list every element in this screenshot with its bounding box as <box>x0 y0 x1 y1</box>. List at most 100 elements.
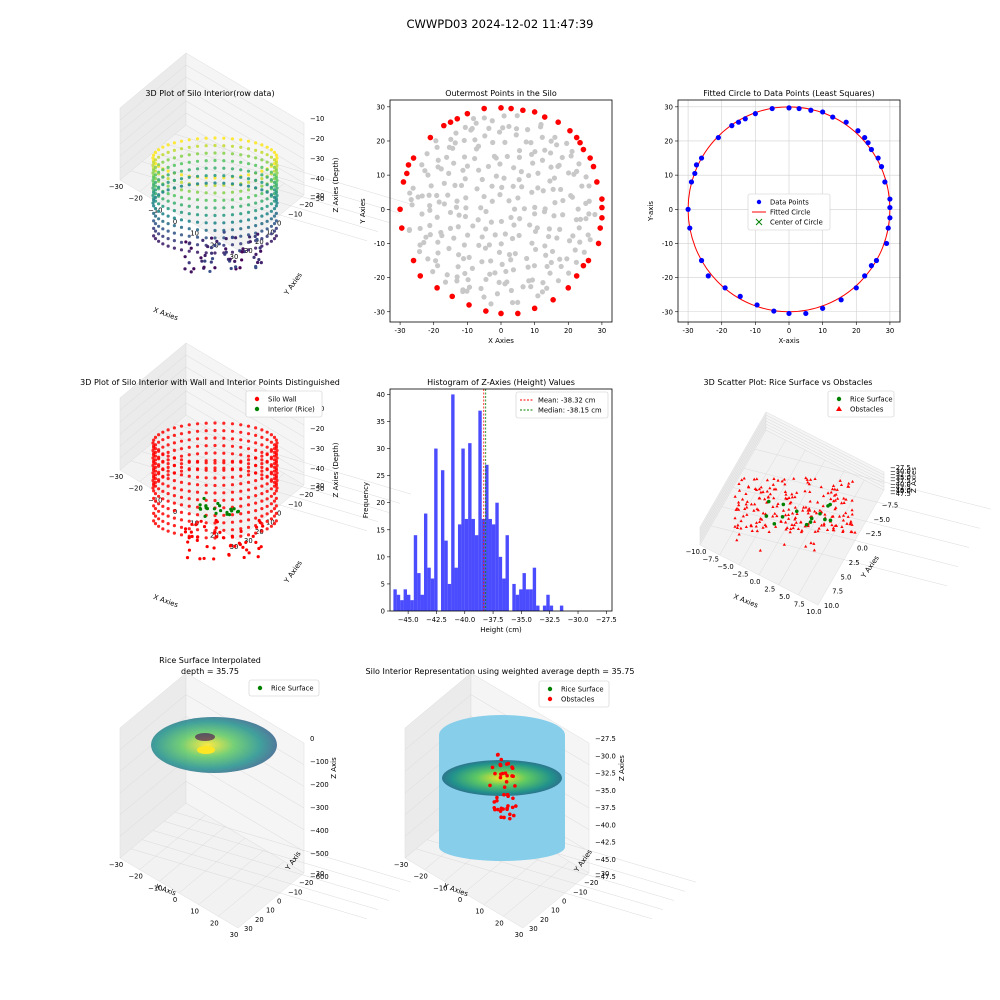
chart-rice-obstacles-ztick-7: −45.0 <box>890 487 911 495</box>
interior-point <box>586 183 592 189</box>
interior-point <box>232 507 236 511</box>
wall-point <box>157 524 161 528</box>
data-point <box>210 251 214 255</box>
chart-rice-surface-ytick-6: 30 <box>244 925 253 933</box>
wall-point <box>157 448 161 452</box>
interior-point <box>419 162 425 168</box>
data-point <box>204 228 208 232</box>
obstacle-point <box>795 512 799 516</box>
data-point <box>239 160 243 164</box>
chart-silo-representation-ztick-1: −30.0 <box>595 752 616 760</box>
data-point <box>213 183 217 188</box>
interior-point <box>470 115 477 122</box>
data-point <box>172 148 176 152</box>
grid-line <box>503 861 570 917</box>
wall-point <box>204 528 208 532</box>
wall-point <box>260 491 264 496</box>
interior-point <box>463 205 469 211</box>
data-point <box>213 213 217 218</box>
wall-point <box>222 476 226 480</box>
data-point <box>830 114 836 120</box>
interior-point <box>519 184 525 190</box>
obstacle-point <box>806 524 810 528</box>
data-point <box>179 188 184 192</box>
interior-point <box>454 274 460 280</box>
data-point <box>269 148 273 152</box>
wall-point <box>153 450 158 454</box>
data-point <box>269 193 273 197</box>
chart-outermost-ytick-1: -20 <box>374 274 385 282</box>
wall-point <box>246 424 251 428</box>
wall-point <box>187 460 191 464</box>
wall-point <box>260 514 264 518</box>
wall-point <box>157 494 161 498</box>
data-point <box>179 169 184 173</box>
obstacle-point <box>733 524 737 528</box>
data-point <box>213 173 217 178</box>
data-point <box>153 237 158 241</box>
data-point <box>224 247 228 251</box>
data-point <box>204 213 208 217</box>
wall-point <box>275 478 279 483</box>
data-point <box>161 190 165 194</box>
wall-point <box>222 483 226 487</box>
data-point <box>172 246 176 250</box>
legend-marker <box>755 218 763 226</box>
data-point <box>735 119 742 125</box>
histogram-bar <box>536 605 540 611</box>
obstacle-point <box>847 481 851 485</box>
wall-point <box>151 471 155 475</box>
interior-point <box>444 272 450 278</box>
wall-point <box>239 512 243 516</box>
data-point <box>204 166 208 170</box>
data-point <box>183 255 187 259</box>
histogram-bar <box>420 594 424 611</box>
interior-point <box>510 267 517 273</box>
grid-line <box>152 442 390 513</box>
wall-point <box>269 455 273 459</box>
data-point <box>875 155 881 161</box>
wall-point <box>239 482 243 486</box>
interior-point <box>446 245 452 252</box>
interior-point <box>216 501 220 506</box>
data-point <box>166 191 170 196</box>
interior-point <box>427 232 433 238</box>
legend-marker <box>756 199 762 205</box>
obstacle-point <box>809 541 813 545</box>
obstacle-point <box>793 505 797 509</box>
wall-point <box>246 469 251 473</box>
data-point <box>274 161 278 165</box>
grid-line <box>732 487 970 548</box>
chart-silo-raw-ztick-2: −30 <box>310 155 324 163</box>
grid-line <box>139 426 206 482</box>
data-point <box>153 207 158 211</box>
data-point <box>260 229 264 233</box>
data-point <box>254 209 258 213</box>
data-point <box>152 161 156 165</box>
wall-point <box>153 522 158 526</box>
data-point <box>274 219 278 223</box>
data-point <box>230 213 235 217</box>
interior-point <box>456 212 462 218</box>
chart-histogram-ytick-4: 20 <box>376 499 385 507</box>
data-point <box>254 216 258 220</box>
data-point <box>254 194 258 198</box>
rice-surface <box>151 717 277 773</box>
chart-silo-raw-ytick-3: 0 <box>277 220 281 228</box>
data-point <box>260 169 264 173</box>
interior-point <box>549 248 556 255</box>
obstacle-point <box>781 508 786 512</box>
wall-point <box>161 512 165 516</box>
data-point <box>246 225 251 229</box>
obstacle-point <box>498 763 503 768</box>
obstacle-point <box>813 477 817 481</box>
obstacle-point <box>750 529 754 533</box>
wall-point <box>246 432 251 436</box>
wall-point <box>166 521 170 526</box>
interior-point <box>517 216 523 222</box>
obstacle-point <box>837 514 842 518</box>
obstacle-point <box>842 501 846 504</box>
interior-point <box>569 148 575 155</box>
data-point <box>172 156 176 160</box>
chart-silo-raw-ztick-1: −20 <box>310 135 324 143</box>
